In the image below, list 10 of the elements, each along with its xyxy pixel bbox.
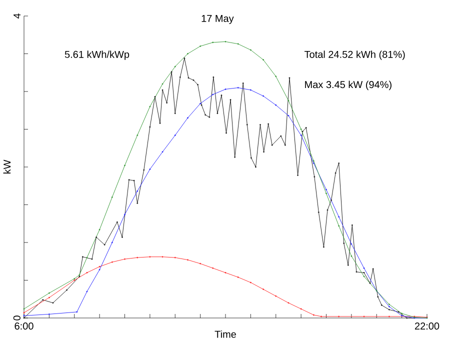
chart-title: 17 May [202, 15, 234, 24]
annotation: 5.61 kWh/kWp [64, 50, 130, 60]
y-tick-label: 0 [13, 316, 20, 320]
y-tick-label: 4 [14, 14, 20, 19]
annotation: Max 3.45 kW (94%) [305, 80, 392, 90]
annotation: Total 24.52 kWh (81%) [304, 50, 405, 60]
x-axis-title: Time [214, 330, 236, 338]
y-axis-title: kW [3, 160, 11, 174]
x-tick-label: 22:00 [414, 322, 440, 330]
x-tick-label: 6:00 [14, 322, 34, 330]
